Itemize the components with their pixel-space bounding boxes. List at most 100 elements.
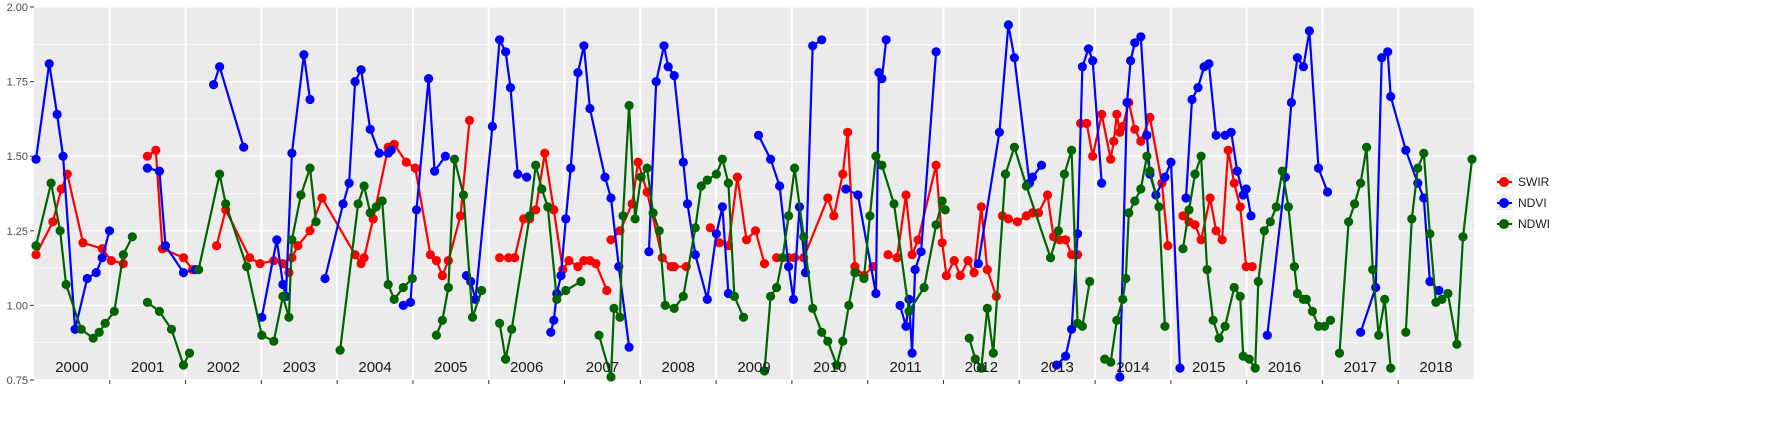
data-point [513,169,523,179]
data-point [931,47,941,57]
data-point [272,235,282,245]
data-point [1085,276,1095,287]
data-point [287,148,297,158]
data-point [963,256,973,266]
data-point [1298,62,1308,72]
data-point [566,163,576,173]
y-tick-label: 1.00 [7,300,28,312]
year-label: 2010 [813,359,846,376]
data-point [1193,83,1203,93]
data-point [1000,169,1011,179]
data-point [696,181,706,191]
data-point [1003,214,1014,224]
data-point [1244,354,1254,364]
data-point [844,300,854,310]
data-point [1154,202,1164,212]
data-point [659,41,669,51]
data-point [1386,363,1396,373]
data-point [531,205,541,215]
data-point [784,211,794,221]
data-point [778,253,788,263]
data-point [1380,294,1390,304]
data-point [799,232,809,242]
data-point [350,77,360,87]
data-point [732,172,743,182]
data-point [287,235,297,245]
data-point [178,253,189,263]
data-point [648,208,658,218]
data-point [633,157,643,167]
data-point [356,65,366,75]
data-point [1136,32,1146,42]
data-point [154,306,164,316]
data-point [166,324,177,334]
data-point [1160,172,1170,182]
data-point [109,306,119,316]
data-point [982,303,992,313]
data-point [1175,363,1185,373]
data-point [1205,193,1215,203]
data-point [1021,181,1031,191]
y-tick-label: 1.25 [7,226,28,238]
data-point [106,256,116,266]
data-point [1246,211,1256,221]
data-point [606,235,616,245]
data-point [1053,226,1063,236]
legend: SWIR NDVI NDWI [1496,173,1550,232]
data-point [1077,321,1087,331]
data-point [904,306,914,316]
data-point [976,202,986,212]
year-label: 2000 [55,359,88,376]
data-point [1088,56,1098,66]
data-point [531,160,541,170]
data-point [988,348,998,358]
data-point [1208,315,1218,325]
legend-label-ndvi: NDVI [1518,196,1547,210]
data-point [1142,151,1152,161]
data-point [1003,20,1014,30]
data-point [437,315,447,325]
data-point [44,59,54,69]
data-point [58,151,68,161]
data-point [669,262,679,272]
data-point [1437,294,1447,304]
data-point [1112,109,1122,119]
data-point [1106,154,1116,164]
data-point [278,291,288,301]
data-point [194,265,204,275]
data-point [549,315,559,325]
data-point [669,71,679,81]
data-point [443,256,453,266]
year-label: 2007 [586,359,619,376]
year-label: 2017 [1344,359,1377,376]
legend-label-swir: SWIR [1518,175,1550,189]
data-point [843,127,853,137]
data-point [1124,208,1134,218]
data-point [1077,62,1087,72]
data-point [624,100,634,111]
data-point [52,109,62,119]
data-point [495,35,505,45]
data-point [1130,38,1140,48]
data-point [296,190,306,200]
data-point [82,273,92,284]
data-point [1247,262,1257,272]
data-point [1052,360,1062,370]
data-point [359,253,369,263]
data-point [1136,184,1146,194]
data-point [1259,226,1269,236]
data-point [215,62,225,72]
data-point [88,333,98,343]
data-point [1187,94,1197,105]
data-point [889,199,899,209]
data-point [838,336,848,346]
data-point [56,184,66,194]
y-tick-label: 1.75 [7,77,28,89]
data-point [817,35,827,45]
data-point [949,256,959,266]
data-point [973,259,983,269]
data-point [464,115,475,125]
data-point [239,142,249,152]
data-point [808,303,818,313]
data-point [1145,166,1155,176]
